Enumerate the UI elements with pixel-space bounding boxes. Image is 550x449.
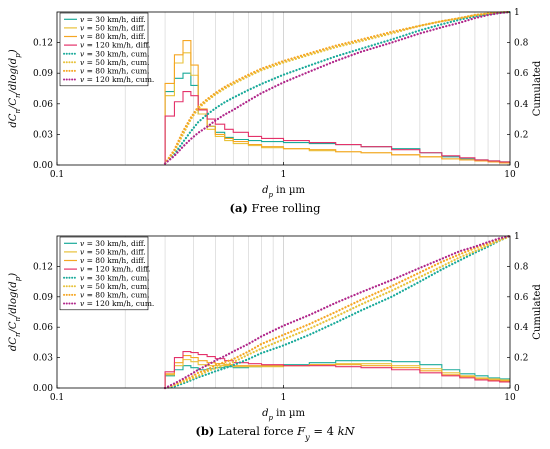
series-line-4 <box>164 350 510 388</box>
series-line-5 <box>163 234 512 390</box>
legend: v = 30 km/h, diff.v = 50 km/h, diff.v = … <box>59 236 154 311</box>
y2-tick-label: 0.6 <box>514 293 529 303</box>
y-tick-label: 0.00 <box>33 384 53 394</box>
y2-tick-label: 1 <box>514 232 520 242</box>
series-line-8 <box>163 10 512 165</box>
grid <box>124 12 500 165</box>
y-tick-label: 0.12 <box>33 39 53 49</box>
y-tick-label: 0.06 <box>33 323 53 333</box>
y2-tick-label: 0.4 <box>514 323 529 333</box>
x-tick-label: 10 <box>504 393 516 403</box>
legend-box <box>59 236 149 311</box>
series-line-7 <box>163 234 512 390</box>
y2-tick-label: 0.6 <box>514 69 529 79</box>
legend-label: v = 30 km/h, cum. <box>80 273 150 282</box>
x-tick-label: 0.1 <box>50 170 64 180</box>
y-tick-label: 0.03 <box>33 130 53 140</box>
chart-panel-2: 0.00 0.03 0.06 0.09 0.12 0 0.2 0.4 0.6 0.8 1 0.1 1 10… <box>8 232 543 442</box>
legend-label: v = 50 km/h, diff. <box>80 248 146 257</box>
series-line-7 <box>163 10 512 165</box>
y-tick-label: 0.09 <box>33 69 53 79</box>
legend-label: v = 80 km/h, diff. <box>80 32 146 41</box>
y2-tick-label: 0.2 <box>514 354 528 364</box>
legend-label: v = 80 km/h, cum. <box>80 67 150 76</box>
x-axis-label: dp in µm <box>262 185 305 199</box>
legend-label: v = 50 km/h, cum. <box>80 58 150 67</box>
series-line-4 <box>164 91 510 165</box>
y-axis-label: dCn/Cn/dlog(dp) <box>8 49 22 127</box>
legend-label: v = 80 km/h, diff. <box>80 256 146 265</box>
series-line-3 <box>164 40 510 165</box>
y2-tick-label: 0.8 <box>514 39 529 49</box>
y-tick-label: 0.00 <box>33 161 53 171</box>
legend-label: v = 120 km/h, cum. <box>80 75 154 84</box>
legend-label: v = 50 km/h, cum. <box>80 282 150 291</box>
legend-label: v = 120 km/h, cum. <box>80 299 154 308</box>
y-tick-label: 0.12 <box>33 262 53 272</box>
legend-label: v = 120 km/h, diff. <box>80 265 150 274</box>
y2-tick-label: 1 <box>514 8 520 18</box>
x-tick-label: 1 <box>281 393 287 403</box>
y2-tick-label: 0.8 <box>514 262 529 272</box>
legend-label: v = 80 km/h, cum. <box>80 291 150 300</box>
figure-caption: (b) Lateral force Fy = 4 kN <box>195 424 355 442</box>
legend-label: v = 120 km/h, diff. <box>80 41 150 50</box>
legend-box <box>59 12 149 87</box>
y2-tick-label: 0.2 <box>514 130 528 140</box>
x-axis-label: dp in µm <box>262 408 305 422</box>
series-line-5 <box>163 10 512 165</box>
y-tick-label: 0.09 <box>33 293 53 303</box>
series-line-6 <box>163 234 512 390</box>
legend-label: v = 30 km/h, diff. <box>80 239 146 248</box>
y-axis-label: dCn/Cn/dlog(dp) <box>8 273 22 351</box>
figure-caption: (a) Free rolling <box>230 201 322 215</box>
series-line-6 <box>163 10 512 165</box>
x-tick-label: 0.1 <box>50 393 64 403</box>
x-tick-label: 10 <box>504 170 516 180</box>
y2-axis-label: Cumulated <box>532 284 543 340</box>
series-line-8 <box>163 234 512 390</box>
y-tick-label: 0.03 <box>33 354 53 364</box>
series-line-2 <box>164 52 510 165</box>
y2-tick-label: 0.4 <box>514 100 529 110</box>
y2-tick-label: 0 <box>514 384 520 394</box>
chart-panel-1: 0.00 0.03 0.06 0.09 0.12 0 0.2 0.4 0.6 0.8 1 0.1 1 10… <box>8 8 543 215</box>
y2-tick-label: 0 <box>514 161 520 171</box>
legend: v = 30 km/h, diff.v = 50 km/h, diff.v = … <box>59 12 154 87</box>
legend-label: v = 50 km/h, diff. <box>80 24 146 33</box>
y2-axis-label: Cumulated <box>532 60 543 116</box>
x-tick-label: 1 <box>281 170 287 180</box>
y-tick-label: 0.06 <box>33 100 53 110</box>
legend-label: v = 30 km/h, diff. <box>80 15 146 24</box>
legend-label: v = 30 km/h, cum. <box>80 49 150 58</box>
